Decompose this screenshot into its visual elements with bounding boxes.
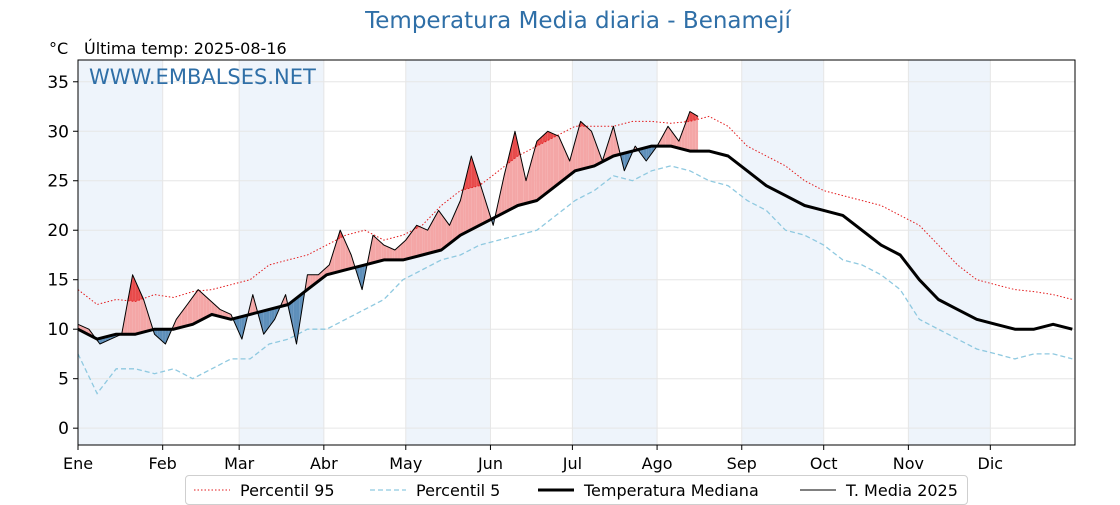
x-tick-label: Dic [978,454,1004,473]
above-median-fill [373,235,376,263]
above-median-fill [403,240,406,260]
above-median-fill [392,249,395,260]
above-median-fill [425,229,428,254]
above-median-fill [439,210,442,250]
above-median-fill [433,215,436,252]
chart-title: Temperatura Media diaria - Benamejí [0,8,1120,34]
above-median-fill [422,228,425,255]
legend-swatch-median [538,485,576,495]
x-tick-label: Nov [893,454,924,473]
x-tick-label: May [389,454,422,473]
y-tick-label: 35 [47,73,69,93]
above-median-fill [389,248,392,260]
above-median-fill [419,227,422,256]
month-band [742,60,824,445]
above-median-fill [195,290,198,323]
above-median-fill [414,225,417,257]
above-median-fill [376,238,379,262]
month-band [239,60,324,445]
x-tick-label: Abr [310,454,338,473]
above-median-fill [553,134,556,188]
y-tick-label: 30 [47,122,69,142]
x-tick-label: Sep [727,454,757,473]
above-median-fill [559,136,562,183]
above-median-fill [201,292,204,320]
above-median-fill [551,132,554,189]
above-median-fill [537,139,540,201]
y-tick-label: 15 [47,271,69,291]
legend-label-current: T. Media 2025 [846,481,958,500]
y-tick-label: 0 [58,419,69,439]
above-median-fill [436,210,439,251]
above-median-fill [384,245,387,260]
above-median-fill [204,295,207,319]
above-median-fill [583,124,586,169]
above-median-fill [540,136,543,198]
above-median-fill [190,297,193,325]
above-median-fill [411,229,414,258]
x-tick-label: Oct [810,454,838,473]
x-tick-label: Jun [477,454,503,473]
above-median-fill [581,121,584,169]
above-median-fill [441,214,444,250]
y-tick-label: 5 [58,370,69,390]
last-temp-label: Última temp: 2025-08-16 [84,39,287,58]
y-tick-label: 10 [47,320,69,340]
above-median-fill [444,218,447,248]
above-median-fill [193,293,196,324]
legend: Percentil 95 Percentil 5 Temperatura Med… [185,475,968,505]
x-tick-label: Jul [562,454,582,473]
legend-swatch-current [800,485,838,495]
legend-swatch-p5 [370,485,408,495]
month-band [908,60,990,445]
x-tick-label: Mar [224,454,255,473]
x-tick-label: Feb [149,454,177,473]
x-tick-label: Ago [642,454,673,473]
legend-swatch-p95 [194,485,232,495]
month-band [572,60,657,445]
watermark: WWW.EMBALSES.NET [89,65,316,89]
above-median-fill [417,225,420,256]
legend-label-p95: Percentil 95 [240,481,335,500]
y-axis-unit: °C [49,39,68,58]
x-tick-label: Ene [63,454,93,473]
above-median-fill [198,290,201,322]
y-tick-label: 25 [47,172,69,192]
above-median-fill [589,129,592,168]
month-band [78,60,163,445]
above-median-fill [378,240,381,261]
above-median-fill [556,135,559,186]
above-median-fill [586,126,589,168]
above-median-fill [387,246,390,260]
legend-label-p5: Percentil 5 [416,481,500,500]
y-tick-label: 20 [47,221,69,241]
legend-label-median: Temperatura Mediana [584,481,759,500]
above-median-fill [206,297,209,317]
